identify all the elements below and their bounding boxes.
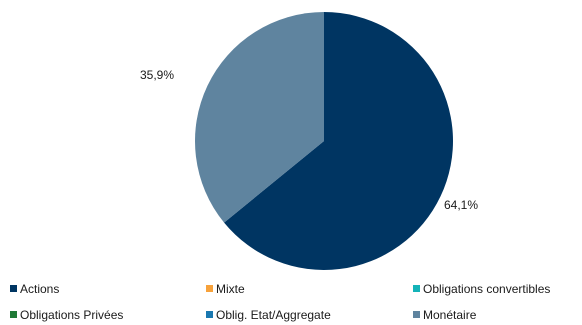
legend-item-obligations-convertibles: Obligations convertibles [413,282,550,296]
legend-label: Monétaire [423,308,477,322]
legend-item-oblig-etat-aggregate: Oblig. Etat/Aggregate [206,308,331,322]
pie-slices [195,12,454,270]
legend-label: Obligations Privées [20,308,123,322]
legend-label: Actions [20,282,59,296]
chart-legend: Actions Mixte Obligations convertibles Obli… [10,282,550,322]
legend-label: Mixte [216,282,245,296]
data-label-actions: 64,1% [444,198,478,212]
data-label-mon-taire: 35,9% [140,68,174,82]
legend-swatch [10,285,17,292]
legend-item-mon-taire: Monétaire [413,308,477,322]
legend-swatch [413,285,420,292]
legend-item-mixte: Mixte [206,282,245,296]
legend-item-actions: Actions [10,282,59,296]
legend-swatch [206,311,213,318]
legend-item-obligations-priv-es: Obligations Privées [10,308,123,322]
pie-slice-mon-taire [195,12,324,223]
pie-data-labels: 64,1% 35,9% [140,68,478,212]
pie-slice-actions [224,12,454,270]
legend-label: Oblig. Etat/Aggregate [216,308,331,322]
legend-swatch [10,311,17,318]
legend-swatch [206,285,213,292]
legend-swatch [413,311,420,318]
legend-label: Obligations convertibles [423,282,550,296]
